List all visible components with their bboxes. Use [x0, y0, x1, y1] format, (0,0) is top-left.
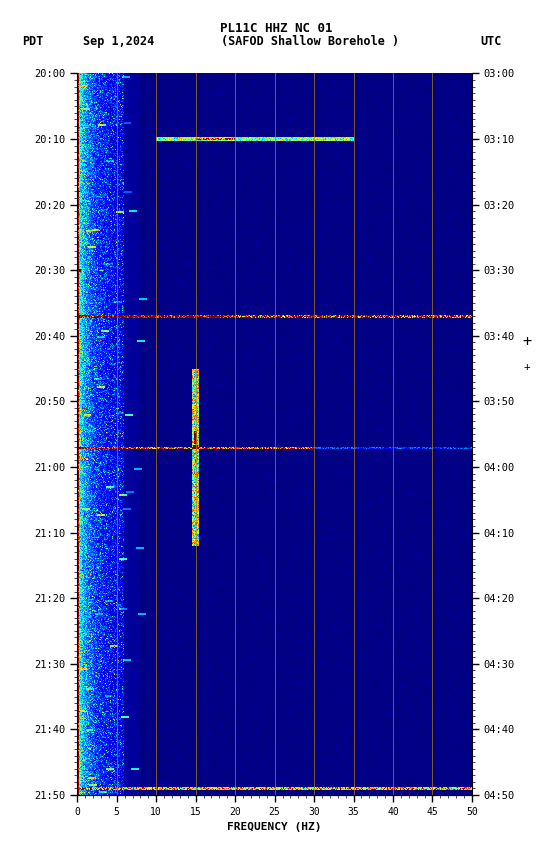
Text: +: +: [523, 334, 532, 349]
Text: Sep 1,2024: Sep 1,2024: [83, 35, 154, 48]
Text: UTC: UTC: [480, 35, 502, 48]
X-axis label: FREQUENCY (HZ): FREQUENCY (HZ): [227, 823, 322, 832]
Text: (SAFOD Shallow Borehole ): (SAFOD Shallow Borehole ): [221, 35, 399, 48]
Text: PDT: PDT: [22, 35, 44, 48]
Text: PL11C HHZ NC 01: PL11C HHZ NC 01: [220, 22, 332, 35]
Text: +: +: [524, 362, 530, 372]
